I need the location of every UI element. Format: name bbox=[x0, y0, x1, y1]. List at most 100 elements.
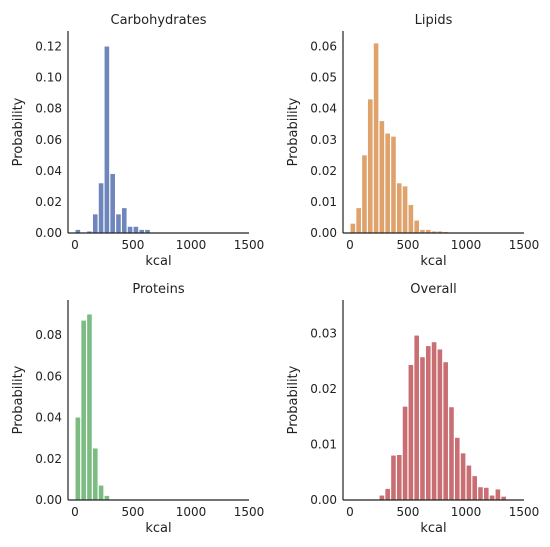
bar-lipids-650 bbox=[425, 229, 431, 233]
bar-carbohydrates-350 bbox=[116, 214, 121, 233]
y-tick-label: 0.02 bbox=[310, 164, 337, 178]
bar-carbohydrates-450 bbox=[127, 226, 133, 233]
bars-carbohydrates bbox=[75, 46, 150, 233]
bar-proteins-200 bbox=[98, 485, 104, 500]
y-tick-label: 0.08 bbox=[35, 328, 62, 342]
x-axis-label: kcal bbox=[420, 521, 446, 536]
bar-overall-700 bbox=[431, 342, 437, 500]
bar-carbohydrates-150 bbox=[92, 214, 98, 233]
chart-title: Overall bbox=[410, 282, 456, 297]
y-tick-label: 0.10 bbox=[35, 71, 62, 85]
bar-carbohydrates-250 bbox=[104, 46, 110, 233]
bar-overall-1100 bbox=[478, 487, 483, 500]
bar-overall-1000 bbox=[466, 465, 472, 500]
bar-carbohydrates-100 bbox=[87, 231, 92, 233]
y-tick-label: 0.00 bbox=[35, 226, 62, 240]
bar-overall-300 bbox=[385, 488, 390, 500]
y-tick-label: 0.01 bbox=[310, 195, 337, 209]
bar-overall-350 bbox=[391, 455, 396, 500]
bar-lipids-50 bbox=[356, 208, 361, 233]
panel-carbohydrates: 0 500 1000 1500 0.00 0.02 0.04 0.06 0.08 0.10 0.12… bbox=[11, 13, 264, 269]
bar-overall-1150 bbox=[483, 487, 489, 500]
x-tick-label: 0 bbox=[346, 505, 354, 519]
bar-lipids-150 bbox=[367, 99, 373, 234]
bar-overall-650 bbox=[425, 346, 431, 500]
x-tick-label: 1500 bbox=[234, 238, 265, 252]
y-tick-label: 0.01 bbox=[310, 437, 337, 451]
bar-overall-600 bbox=[420, 357, 425, 500]
bar-carbohydrates-200 bbox=[98, 183, 104, 233]
bar-lipids-550 bbox=[414, 220, 419, 233]
y-tick-label: 0.04 bbox=[310, 102, 337, 116]
bar-proteins-250 bbox=[104, 495, 110, 500]
panel-overall: 0 500 1000 1500 0.00 0.01 0.02 0.03 Overall kcal P… bbox=[286, 282, 539, 536]
x-tick-label: 0 bbox=[71, 505, 79, 519]
bar-lipids-700 bbox=[431, 231, 437, 233]
y-axis-label: Probability bbox=[11, 97, 26, 166]
y-tick-label: 0.03 bbox=[310, 326, 337, 340]
x-tick-label: 1500 bbox=[509, 505, 540, 519]
bar-lipids-100 bbox=[362, 155, 367, 233]
x-tick-label: 500 bbox=[397, 505, 420, 519]
bar-carbohydrates-400 bbox=[121, 208, 127, 233]
x-tick-label: 500 bbox=[122, 238, 145, 252]
y-axis-label: Probability bbox=[286, 97, 301, 166]
x-tick-label: 0 bbox=[346, 238, 354, 252]
bars-proteins bbox=[75, 314, 110, 500]
bar-proteins-100 bbox=[87, 314, 92, 500]
bar-carbohydrates-0 bbox=[75, 229, 81, 233]
y-tick-label: 0.08 bbox=[35, 102, 62, 116]
y-tick-label: 0.06 bbox=[310, 40, 337, 54]
bars-lipids bbox=[350, 43, 448, 234]
y-tick-label: 0.04 bbox=[35, 411, 62, 425]
y-tick-label: 0.02 bbox=[35, 452, 62, 466]
y-tick-label: 0.02 bbox=[310, 382, 337, 396]
y-tick-label: 0.06 bbox=[35, 369, 62, 383]
bar-carbohydrates-550 bbox=[139, 229, 144, 233]
x-axis-label: kcal bbox=[145, 254, 171, 269]
bar-overall-400 bbox=[396, 455, 402, 500]
bar-overall-1300 bbox=[501, 496, 506, 500]
y-tick-label: 0.02 bbox=[35, 195, 62, 209]
x-tick-label: 500 bbox=[122, 505, 145, 519]
bar-proteins-150 bbox=[92, 448, 98, 500]
bar-overall-900 bbox=[454, 437, 460, 500]
bar-lipids-750 bbox=[437, 231, 443, 233]
bar-lipids-200 bbox=[373, 43, 379, 234]
bar-lipids-0 bbox=[350, 223, 356, 233]
y-tick-label: 0.00 bbox=[310, 226, 337, 240]
chart-title: Proteins bbox=[132, 282, 185, 297]
x-tick-label: 1000 bbox=[176, 505, 207, 519]
y-tick-label: 0.06 bbox=[35, 133, 62, 147]
y-axis-label: Probability bbox=[286, 365, 301, 434]
bar-lipids-500 bbox=[408, 205, 414, 233]
panel-proteins: 0 500 1000 1500 0.00 0.02 0.04 0.06 0.08 Proteins… bbox=[11, 282, 264, 536]
x-axis-label: kcal bbox=[145, 521, 171, 536]
bar-lipids-450 bbox=[402, 186, 408, 233]
y-tick-label: 0.03 bbox=[310, 133, 337, 147]
x-tick-label: 1000 bbox=[451, 238, 482, 252]
bar-overall-250 bbox=[379, 495, 385, 500]
x-tick-label: 1500 bbox=[509, 238, 540, 252]
bar-proteins-50 bbox=[81, 320, 86, 500]
y-tick-label: 0.05 bbox=[310, 71, 337, 85]
bar-carbohydrates-500 bbox=[133, 226, 139, 233]
bar-overall-1250 bbox=[495, 489, 501, 500]
bar-lipids-400 bbox=[396, 183, 402, 233]
x-axis-label: kcal bbox=[420, 254, 446, 269]
x-tick-label: 1000 bbox=[451, 505, 482, 519]
chart-title: Carbohydrates bbox=[111, 13, 207, 28]
bar-overall-800 bbox=[443, 362, 448, 500]
bar-overall-1050 bbox=[472, 476, 477, 500]
y-tick-label: 0.04 bbox=[35, 164, 62, 178]
bar-overall-750 bbox=[437, 349, 443, 500]
y-tick-label: 0.00 bbox=[310, 493, 337, 507]
bar-carbohydrates-600 bbox=[145, 229, 150, 233]
bar-overall-550 bbox=[414, 335, 419, 500]
bar-overall-450 bbox=[402, 406, 408, 500]
x-tick-label: 500 bbox=[397, 238, 420, 252]
bar-carbohydrates-300 bbox=[110, 173, 115, 233]
chart-title: Lipids bbox=[415, 13, 453, 28]
bar-lipids-600 bbox=[420, 229, 425, 233]
